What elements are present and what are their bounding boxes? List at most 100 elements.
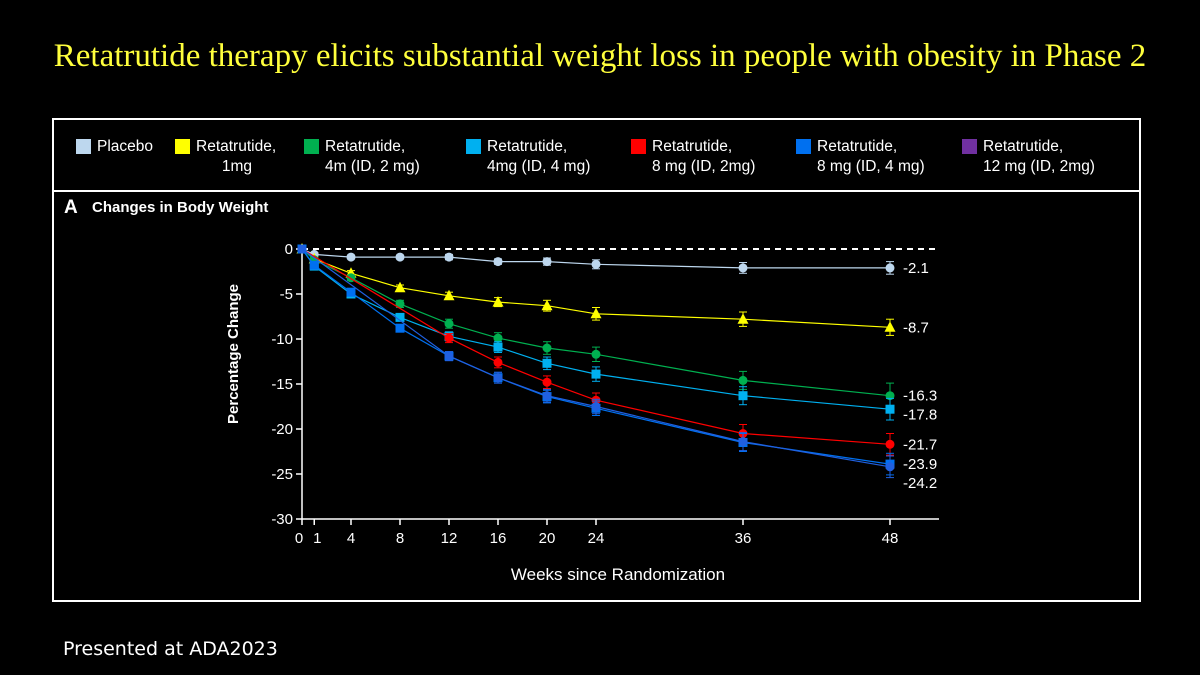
- footer-text: Presented at ADA2023: [63, 638, 278, 660]
- x-tick-label: 8: [396, 530, 404, 547]
- legend-item-4mg-2mg: Retatrutide, 4m (ID, 2 mg): [304, 137, 420, 177]
- series-line: [301, 248, 891, 410]
- data-point: [884, 321, 896, 332]
- data-point: [444, 319, 454, 329]
- end-value-label: -2.1: [903, 260, 929, 277]
- legend-swatch-placebo: [76, 139, 91, 154]
- y-tick-label: -20: [271, 421, 293, 438]
- legend-item-8mg-2mg: Retatrutide, 8 mg (ID, 2mg): [631, 137, 755, 177]
- legend-label-8mg-2mg: Retatrutide, 8 mg (ID, 2mg): [652, 138, 756, 175]
- legend-label-4mg-2mg: Retatrutide, 4m (ID, 2 mg): [325, 138, 420, 175]
- series-line: [301, 248, 890, 269]
- x-axis-label: Weeks since Randomization: [511, 565, 725, 584]
- y-tick-label: 0: [285, 241, 293, 258]
- chart-panel: Placebo Retatrutide, 1mg Retatrutide, 4m…: [52, 118, 1141, 602]
- data-point: [395, 312, 405, 322]
- x-tick-label: 12: [441, 530, 458, 547]
- series-0: [297, 244, 895, 275]
- data-point: [444, 252, 454, 262]
- data-point: [395, 323, 405, 333]
- legend-swatch-8mg-2mg: [631, 139, 646, 154]
- data-point: [542, 377, 552, 387]
- data-point: [443, 289, 455, 301]
- y-tick-label: -25: [271, 466, 293, 483]
- legend: Placebo Retatrutide, 1mg Retatrutide, 4m…: [54, 120, 1139, 192]
- data-point: [444, 333, 454, 343]
- data-point: [737, 313, 749, 324]
- data-point: [542, 257, 552, 267]
- data-point: [493, 333, 503, 343]
- data-point: [591, 259, 601, 269]
- x-tick-label: 16: [490, 530, 507, 547]
- series-line: [301, 248, 891, 328]
- end-value-label: -21.7: [903, 436, 937, 453]
- data-point: [309, 260, 319, 270]
- legend-swatch-4mg-4mg: [466, 139, 481, 154]
- legend-label-4mg-4mg: Retatrutide, 4mg (ID, 4 mg): [487, 138, 591, 175]
- data-point: [738, 391, 748, 401]
- data-point: [542, 343, 552, 353]
- data-point: [542, 391, 552, 401]
- data-point: [541, 299, 553, 311]
- data-point: [590, 307, 602, 319]
- x-tick-label: 24: [588, 530, 605, 547]
- data-point: [885, 439, 895, 449]
- series-6: [297, 244, 895, 479]
- data-point: [346, 287, 356, 297]
- axes: 0-5-10-15-20-25-300 1 4 8 12 16 20 24 36 48: [271, 241, 939, 547]
- end-value-label: -16.3: [903, 388, 937, 405]
- series-2: [297, 244, 895, 409]
- data-point: [493, 373, 503, 383]
- data-point: [346, 252, 356, 262]
- data-point: [591, 369, 601, 379]
- legend-item-12mg-2mg: Retatrutide, 12 mg (ID, 2mg): [962, 137, 1095, 177]
- y-axis-label: Percentage Change: [225, 284, 242, 424]
- y-tick-label: -10: [271, 331, 293, 348]
- data-point: [542, 358, 552, 368]
- series-group: [296, 243, 896, 479]
- x-tick-label: 0: [295, 530, 303, 547]
- legend-swatch-12mg-2mg: [962, 139, 977, 154]
- legend-item-placebo: Placebo: [76, 137, 153, 157]
- legend-label-placebo: Placebo: [97, 138, 154, 155]
- y-tick-label: -15: [271, 376, 293, 393]
- data-point: [738, 263, 748, 273]
- data-point: [738, 375, 748, 385]
- x-tick-label: 36: [735, 530, 752, 547]
- legend-swatch-8mg-4mg: [796, 139, 811, 154]
- x-tick-label: 20: [539, 530, 556, 547]
- end-value-label: -8.7: [903, 319, 929, 336]
- legend-label-8mg-4mg: Retatrutide, 8 mg (ID, 4 mg): [817, 138, 925, 175]
- series-line: [301, 248, 891, 397]
- legend-label-1mg: Retatrutide, 1mg: [196, 138, 277, 175]
- end-value-label: -17.8: [903, 407, 937, 424]
- data-point: [297, 244, 307, 254]
- data-point: [395, 299, 405, 309]
- page-title: Retatrutide therapy elicits substantial …: [53, 38, 1147, 74]
- data-point: [885, 462, 895, 472]
- x-tick-label: 4: [347, 530, 355, 547]
- data-point: [394, 281, 406, 293]
- y-tick-label: -30: [271, 511, 293, 528]
- x-tick-label: 48: [882, 530, 899, 547]
- end-value-label: -23.9: [903, 456, 937, 473]
- x-tick-label: 1: [313, 530, 321, 547]
- chart-title: Changes in Body Weight: [92, 199, 268, 216]
- end-value-label: -24.2: [903, 475, 937, 492]
- legend-item-8mg-4mg: Retatrutide, 8 mg (ID, 4 mg): [796, 137, 925, 177]
- data-point: [591, 402, 601, 411]
- data-point: [493, 342, 503, 352]
- y-tick-label: -5: [280, 286, 293, 303]
- legend-swatch-1mg: [175, 139, 190, 154]
- data-point: [885, 263, 895, 273]
- end-labels: -2.1 -8.7 -16.3 -17.8 -21.7 -23.9 -24.2: [903, 260, 937, 492]
- data-point: [738, 437, 748, 447]
- data-point: [395, 252, 405, 262]
- data-point: [493, 357, 503, 367]
- legend-item-1mg: Retatrutide, 1mg: [175, 137, 276, 177]
- legend-item-4mg-4mg: Retatrutide, 4mg (ID, 4 mg): [466, 137, 590, 177]
- data-point: [885, 404, 895, 414]
- data-point: [444, 351, 454, 361]
- data-point: [493, 257, 503, 267]
- panel-letter: A: [64, 197, 78, 218]
